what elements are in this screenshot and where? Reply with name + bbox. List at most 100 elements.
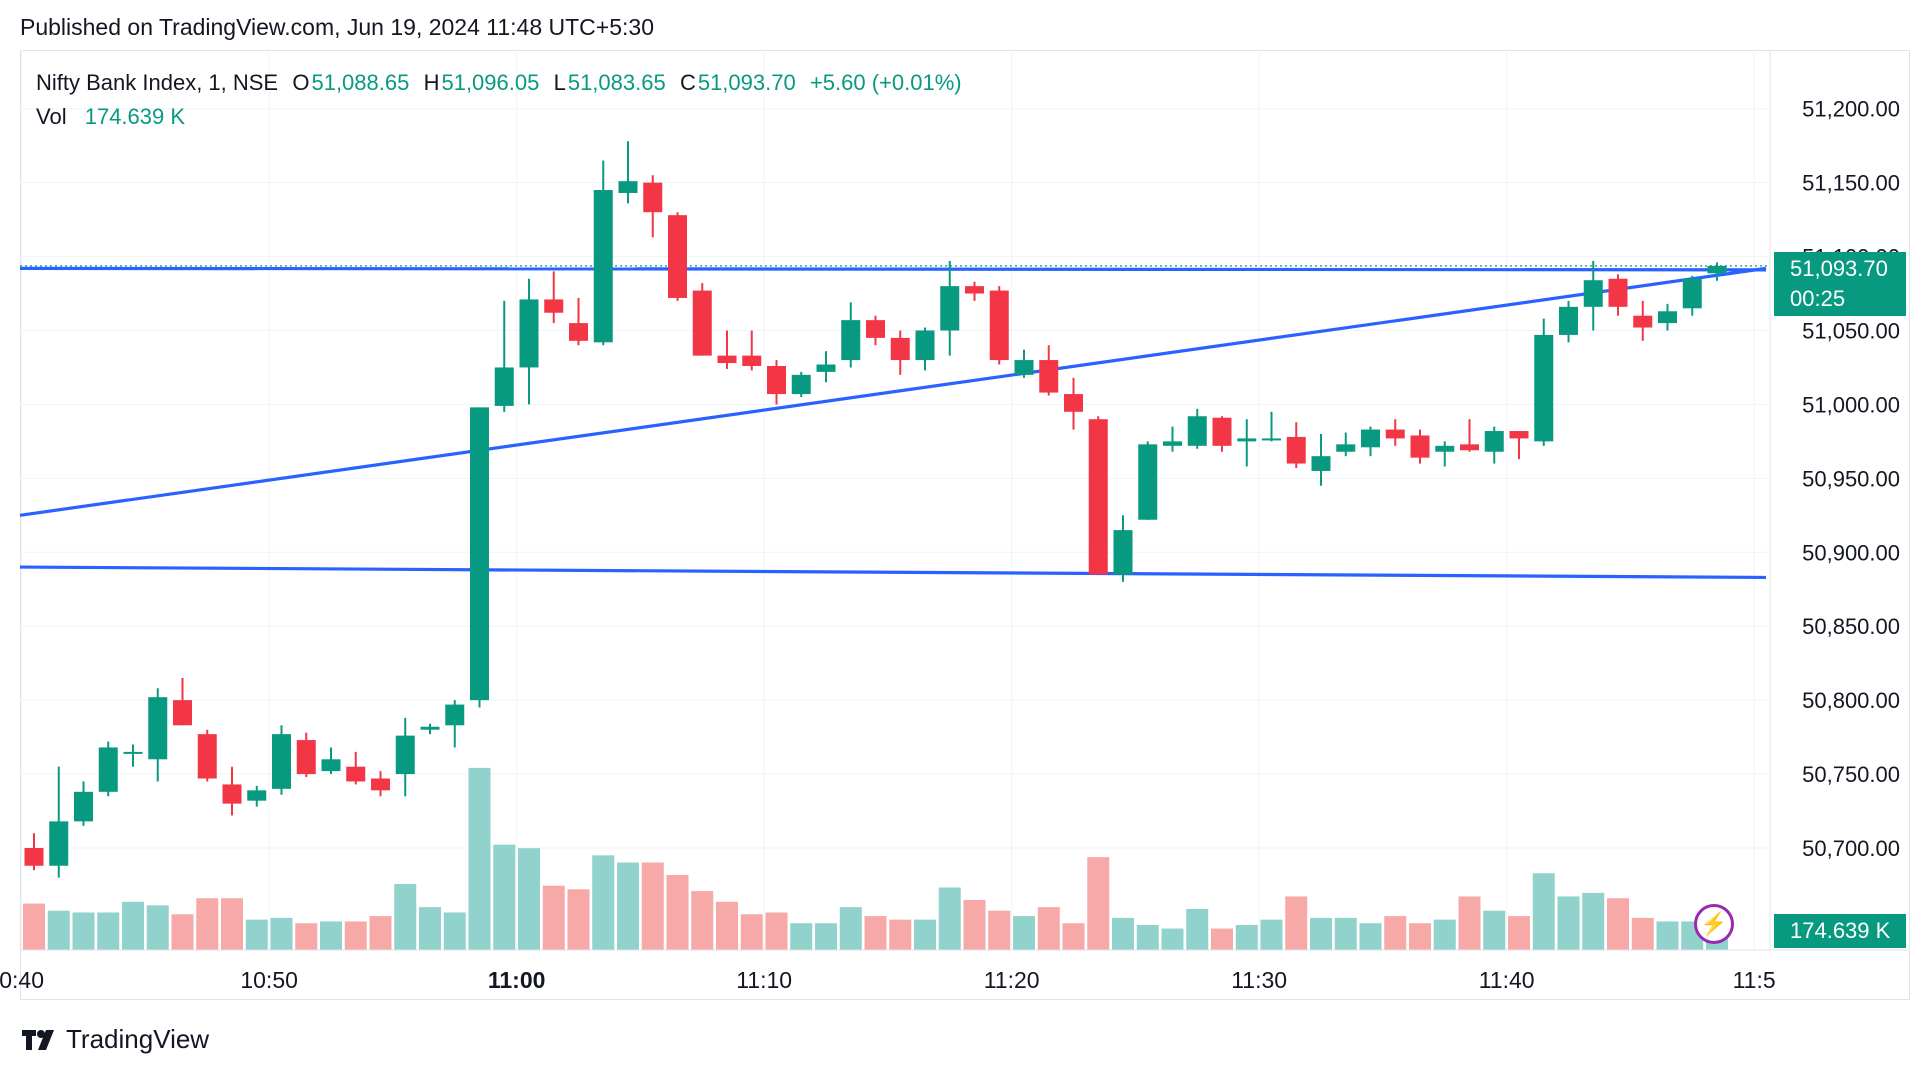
candle-body[interactable] — [1707, 265, 1727, 274]
candle-body[interactable] — [1088, 419, 1108, 575]
volume-bar — [938, 887, 961, 950]
candle-body[interactable] — [272, 734, 291, 789]
candle-body[interactable] — [717, 355, 737, 364]
candle-body[interactable] — [247, 790, 267, 801]
candle-body[interactable] — [1064, 394, 1083, 412]
footer-brand[interactable]: TradingView — [20, 1024, 209, 1055]
candle-body[interactable] — [123, 751, 143, 754]
volume-bar — [1532, 873, 1555, 950]
candle-body[interactable] — [519, 299, 539, 368]
trendline[interactable] — [19, 266, 1767, 517]
volume-bar — [963, 900, 986, 950]
candle-body[interactable] — [445, 704, 465, 726]
volume-bar — [1285, 896, 1308, 950]
trendline[interactable] — [19, 266, 1767, 272]
candle-body[interactable] — [1262, 438, 1281, 441]
candle-body[interactable] — [791, 374, 811, 395]
volume-bar — [1112, 917, 1134, 950]
candle-body[interactable] — [74, 791, 93, 822]
candle-body[interactable] — [742, 355, 762, 366]
candle-body[interactable] — [965, 286, 984, 294]
candle-body[interactable] — [494, 367, 514, 406]
candle-body[interactable] — [1014, 360, 1034, 375]
candle-body[interactable] — [296, 740, 316, 775]
candle-body[interactable] — [1435, 445, 1455, 452]
trendline[interactable] — [19, 565, 1767, 580]
high-value: 51,096.05 — [441, 70, 540, 95]
volume-bar — [1433, 919, 1456, 950]
candle-body[interactable] — [643, 182, 663, 213]
candle-body[interactable] — [767, 365, 786, 395]
candle-body[interactable] — [1311, 456, 1331, 471]
x-tick-label: 0:40 — [0, 967, 44, 993]
candle-body[interactable] — [1583, 280, 1603, 307]
candle-body[interactable] — [222, 784, 242, 804]
volume-bar — [889, 919, 912, 950]
candle-body[interactable] — [371, 778, 390, 791]
chart-frame[interactable] — [20, 50, 1910, 1000]
y-tick-label: 50,850.00 — [1802, 614, 1900, 639]
volume-bar — [122, 901, 144, 950]
volume-bar — [47, 910, 70, 950]
volume-bar — [196, 898, 219, 950]
x-tick-label: 11:10 — [736, 967, 792, 993]
candle-body[interactable] — [321, 759, 341, 772]
candle-body[interactable] — [346, 766, 366, 782]
symbol-label: Nifty Bank Index, 1, NSE — [36, 70, 279, 95]
candle-body[interactable] — [692, 290, 712, 356]
candle-body[interactable] — [395, 735, 415, 775]
candle-body[interactable] — [1336, 444, 1356, 452]
candle-body[interactable] — [470, 407, 489, 701]
candle-body[interactable] — [1039, 360, 1059, 393]
candle-body[interactable] — [1534, 334, 1554, 442]
y-tick-label: 50,950.00 — [1802, 466, 1900, 491]
volume-bar — [716, 901, 738, 950]
candle-body[interactable] — [49, 821, 69, 866]
candle-body[interactable] — [1163, 441, 1182, 446]
candle-body[interactable] — [1509, 431, 1529, 439]
candle-body[interactable] — [593, 190, 613, 343]
candle-body[interactable] — [1286, 436, 1306, 464]
candle-body[interactable] — [1484, 431, 1504, 452]
candle-body[interactable] — [816, 364, 836, 372]
open-label: O — [292, 70, 310, 95]
candle-body[interactable] — [989, 290, 1009, 361]
candle-body[interactable] — [915, 330, 935, 361]
candle-body[interactable] — [841, 320, 861, 361]
candle-body[interactable] — [98, 747, 118, 792]
volume-bar — [790, 923, 813, 950]
candle-body[interactable] — [173, 700, 192, 726]
candle-body[interactable] — [1658, 311, 1677, 324]
candle-body[interactable] — [866, 320, 885, 338]
candle-body[interactable] — [1608, 278, 1628, 307]
candle-body[interactable] — [1187, 416, 1207, 446]
candle-body[interactable] — [940, 286, 960, 331]
candle-body[interactable] — [1237, 438, 1257, 442]
candle-body[interactable] — [1410, 435, 1430, 458]
candle-body[interactable] — [544, 299, 564, 313]
candle-body[interactable] — [197, 734, 217, 779]
x-tick-label: 11:00 — [488, 967, 546, 993]
volume-bar — [1582, 892, 1605, 950]
x-tick-label: 11:20 — [984, 967, 1040, 993]
candle-body[interactable] — [1559, 306, 1578, 335]
candle-body[interactable] — [1138, 444, 1158, 520]
candle-body[interactable] — [1385, 429, 1405, 439]
candle-body[interactable] — [24, 848, 44, 866]
candle-body[interactable] — [1212, 417, 1232, 446]
candle-body[interactable] — [890, 337, 910, 361]
candle-body[interactable] — [148, 697, 168, 760]
lightning-icon[interactable]: ⚡ — [1694, 904, 1734, 944]
candle-body[interactable] — [1361, 429, 1380, 448]
x-tick-label: 10:50 — [240, 967, 298, 993]
candle-body[interactable] — [618, 181, 638, 193]
candle-body[interactable] — [1633, 315, 1653, 328]
volume-bar — [1310, 917, 1332, 950]
candle-body[interactable] — [668, 215, 687, 298]
candle-body[interactable] — [1460, 444, 1479, 451]
candle-body[interactable] — [569, 323, 588, 341]
candle-body[interactable] — [420, 726, 440, 730]
candle-body[interactable] — [1682, 278, 1702, 309]
candle-body[interactable] — [1113, 530, 1133, 575]
